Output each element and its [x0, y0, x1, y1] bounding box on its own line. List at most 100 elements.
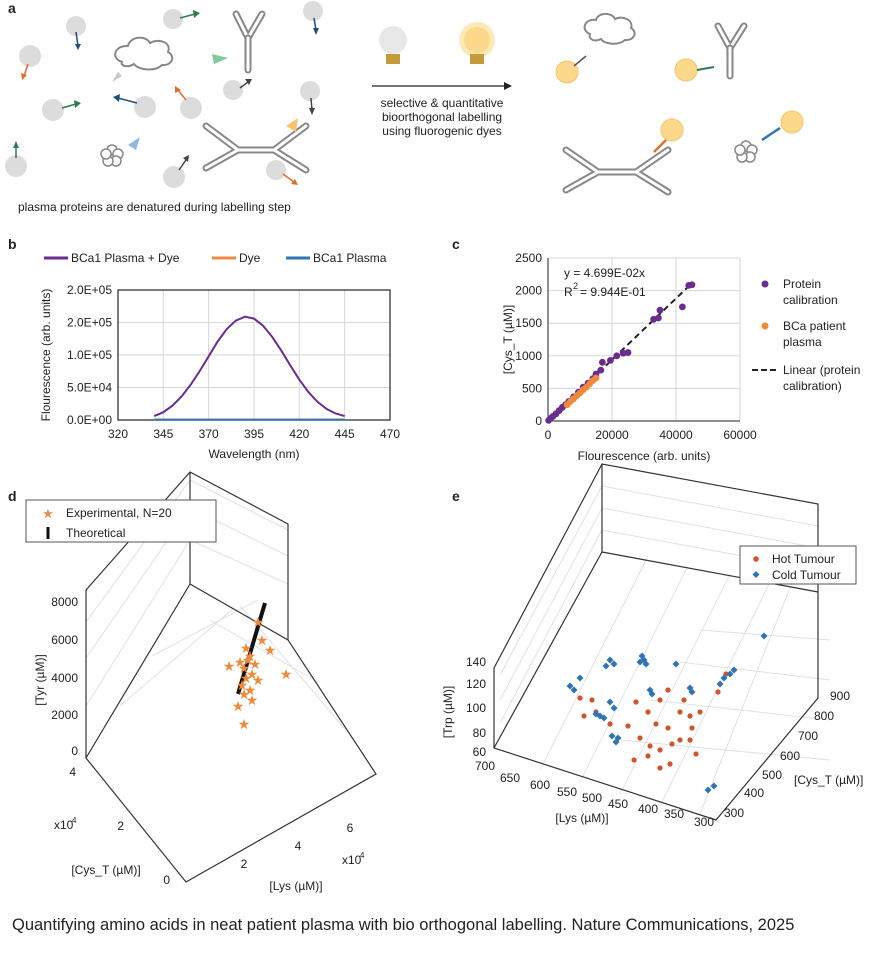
chart-e-hot-point: [667, 761, 673, 767]
chart-e-hot-point: [677, 709, 683, 715]
chart-b-y-tick: 1.0E+05: [67, 348, 112, 362]
chart-e-hot-point: [645, 709, 651, 715]
chart-e-y-tick: 100: [466, 701, 486, 715]
chart-d-box-edge: [189, 583, 289, 641]
chart-b-x-tick: 420: [289, 427, 309, 441]
labelling-arrow-icon: [372, 82, 512, 90]
chart-c-point: [656, 306, 664, 314]
chart-e-cold-point: [710, 782, 718, 790]
chart-d-box-edge: [85, 583, 191, 759]
chart-d-legend-label: Theoretical: [66, 526, 125, 540]
chart-e-hot-point: [633, 699, 639, 705]
chart-d-x-multiplier-exp: 4: [360, 851, 365, 860]
chart-e-cold-point: [606, 698, 614, 706]
plasma-proteins-cluster: [5, 1, 323, 188]
chart-c-y-tick: 500: [522, 381, 542, 395]
chart-e-y-tick: 120: [466, 677, 486, 691]
chart-e-gridline: [539, 555, 649, 771]
arrow-text-line-2: bioorthogonal labelling: [381, 110, 503, 124]
chart-e-cold-point: [672, 660, 680, 668]
chart-d-legend-label: Experimental, N=20: [66, 506, 172, 520]
chart-d-x-label: [Lys (µM)]: [269, 879, 322, 893]
chart-d-box-outline: [85, 471, 377, 883]
chart-d-star-point: ★: [264, 642, 277, 658]
chart-e-gridline: [699, 587, 791, 815]
chart-e-hot-point: [637, 735, 643, 741]
chart-e-x-tick: 600: [530, 778, 550, 792]
chart-e-gridline: [499, 529, 603, 724]
chart-e-legend-label: Cold Tumour: [772, 568, 841, 582]
chart-e-hot-point: [657, 747, 663, 753]
chart-e-hot-point: [653, 721, 659, 727]
chart-e-hot-point: [665, 725, 671, 731]
chart-e-box-edge: [493, 551, 603, 749]
chart-c-point: [688, 281, 696, 289]
chart-b-x-tick: 345: [153, 427, 173, 441]
chart-c-point: [607, 356, 614, 364]
chart-b-y-tick: 2.0E+05: [67, 316, 112, 330]
chart-e-cold-point: [614, 734, 622, 742]
chart-e-cold-point: [760, 632, 768, 640]
chart-e-cold-point: [688, 688, 696, 696]
chart-e-hot-point: [689, 725, 695, 731]
chart-e-legend-cold-marker: [752, 571, 760, 578]
chart-c-r-value: = 9.944E-01: [580, 285, 646, 299]
chart-d-z-tick: 0: [163, 873, 170, 887]
chart-d-star-point: ★: [242, 652, 255, 668]
chart-d-star-point: ★: [223, 658, 236, 674]
chart-c-point: [599, 358, 606, 366]
chart-e-hot-point: [715, 689, 721, 695]
chart-e-x-tick: 350: [664, 807, 684, 821]
chart-d-x-tick: 4: [295, 839, 302, 853]
chart-e-z-label: [Cys_T (µM)]: [794, 773, 863, 787]
chart-e-cold-point: [608, 732, 616, 740]
chart-b-x-tick: 320: [108, 427, 128, 441]
chart-e-z-tick: 600: [780, 749, 800, 763]
chart-d-theoretical-line: [236, 602, 267, 695]
chart-c-y-tick: 2500: [515, 251, 542, 265]
chart-d-star-point: ★: [252, 614, 265, 630]
chart-c-y-tick: 0: [535, 414, 542, 428]
chart-c-point: [592, 374, 600, 382]
chart-e-z-tick: 400: [744, 786, 764, 800]
chart-e-cold-point: [600, 714, 608, 722]
chart-e-hot-point: [645, 753, 651, 759]
chart-e-hot-point: [657, 765, 663, 771]
chart-c-legend-label: Protein: [783, 277, 821, 291]
chart-d-gridline: [151, 599, 259, 657]
chart-e-hot-point: [577, 695, 583, 701]
chart-e-box-edge: [601, 551, 819, 593]
chart-d-z-multiplier-exp: 4: [72, 816, 77, 825]
chart-d-star-point: ★: [244, 648, 257, 664]
chart-d-x-tick: 2: [241, 857, 248, 871]
panel-a-illustration: [5, 1, 804, 196]
chart-d-star-point: ★: [238, 716, 251, 732]
chart-d-star-point: ★: [240, 670, 253, 686]
chart-e-cold-point: [726, 670, 734, 678]
chart-d-star-point: ★: [249, 656, 262, 672]
chart-e-cold-point: [610, 660, 618, 668]
chart-e-hot-point: [581, 713, 587, 719]
chart-e-x-tick: 400: [638, 802, 658, 816]
chart-b-x-label: Wavelength (nm): [209, 447, 300, 461]
chart-e-hot-point: [687, 713, 693, 719]
chart-e-z-tick: 900: [830, 689, 850, 703]
panel-a-footnote: plasma proteins are denatured during lab…: [18, 200, 291, 214]
chart-c-legend-marker: [761, 322, 769, 330]
chart-b-x-tick: 395: [244, 427, 264, 441]
chart-e-cold-point: [720, 674, 728, 682]
chart-e-hot-point: [687, 737, 693, 743]
chart-e-x-tick: 300: [694, 815, 714, 829]
chart-d-star-point: ★: [234, 654, 247, 670]
chart-e-gridline: [619, 573, 731, 795]
chart-c-x-tick: 0: [545, 428, 552, 442]
chart-e-hot-point: [681, 697, 687, 703]
chart-b-y-tick: 0.0E+00: [67, 413, 112, 427]
chart-c-r-superscript: 2: [573, 281, 578, 291]
chart-d-star-point: ★: [280, 666, 293, 682]
chart-e-x-label: [Lys (µM)]: [555, 811, 608, 825]
chart-e-x-tick: 500: [582, 791, 602, 805]
chart-b-y-label: Flourescence (arb. units): [39, 289, 53, 422]
